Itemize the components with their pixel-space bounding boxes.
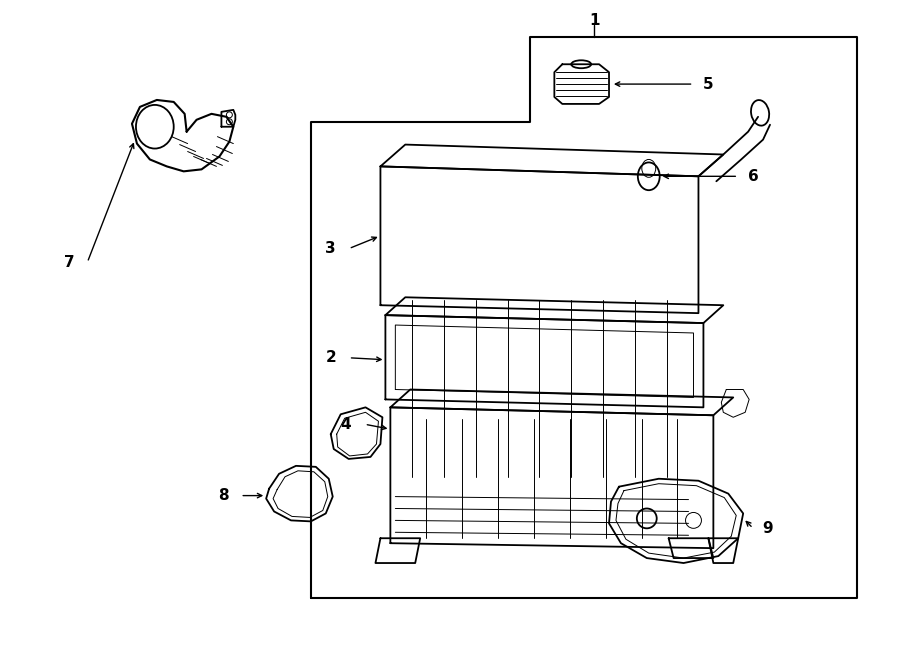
Text: 6: 6 xyxy=(748,169,759,184)
Text: 8: 8 xyxy=(218,488,229,503)
Text: 7: 7 xyxy=(64,255,75,270)
Text: 1: 1 xyxy=(589,13,599,28)
Text: 4: 4 xyxy=(340,416,351,432)
Text: 9: 9 xyxy=(762,521,773,536)
Text: 3: 3 xyxy=(326,241,336,256)
Text: 2: 2 xyxy=(326,350,336,366)
Text: 5: 5 xyxy=(703,77,714,92)
